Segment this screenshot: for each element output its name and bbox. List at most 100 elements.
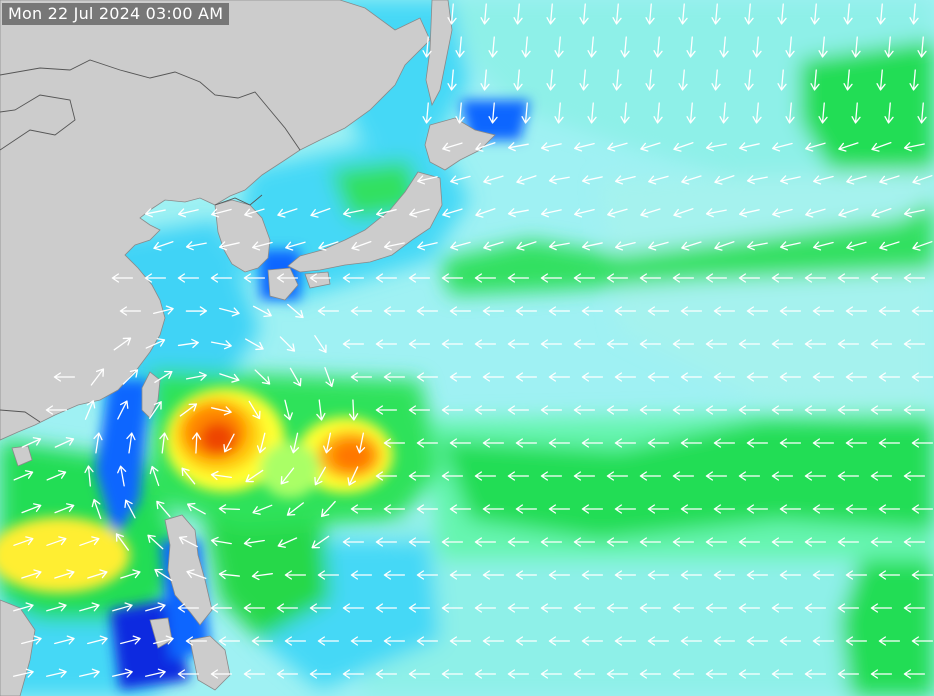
wind-direction-arrow-icon	[117, 465, 127, 487]
wind-direction-arrow-icon	[837, 405, 860, 415]
wind-direction-arrow-icon	[777, 3, 787, 25]
wind-direction-arrow-icon	[744, 3, 754, 25]
wind-direction-arrow-icon	[507, 537, 530, 547]
wind-direction-arrow-icon	[181, 467, 196, 485]
land-kyushu	[267, 267, 299, 301]
wind-direction-arrow-icon	[879, 241, 900, 251]
wind-direction-arrow-icon	[416, 504, 439, 514]
wind-direction-arrow-icon	[573, 669, 596, 679]
wind-direction-arrow-icon	[186, 569, 207, 580]
wind-direction-arrow-icon	[779, 570, 802, 580]
wind-direction-arrow-icon	[837, 471, 860, 481]
wind-direction-arrow-icon	[219, 373, 240, 383]
wind-direction-arrow-icon	[812, 438, 835, 448]
wind-direction-arrow-icon	[277, 208, 298, 218]
wind-direction-arrow-icon	[350, 372, 373, 382]
wind-direction-arrow-icon	[640, 142, 661, 152]
wind-direction-arrow-icon	[878, 636, 901, 646]
wind-direction-arrow-icon	[350, 636, 373, 646]
wind-direction-arrow-icon	[639, 273, 662, 283]
wind-direction-arrow-icon	[903, 339, 926, 349]
wind-direction-arrow-icon	[540, 669, 563, 679]
wind-direction-arrow-icon	[705, 669, 728, 679]
wind-direction-arrow-icon	[573, 339, 596, 349]
wind-direction-arrow-icon	[449, 306, 472, 316]
wind-direction-arrow-icon	[416, 306, 439, 316]
wind-direction-arrow-icon	[488, 36, 498, 58]
wind-direction-arrow-icon	[251, 570, 273, 581]
wind-direction-arrow-icon	[210, 603, 233, 613]
wind-direction-arrow-icon	[408, 471, 431, 481]
wind-direction-arrow-icon	[185, 371, 207, 381]
wind-direction-arrow-icon	[507, 142, 529, 152]
wind-direction-arrow-icon	[713, 636, 736, 646]
wind-direction-arrow-icon	[84, 400, 96, 420]
wind-direction-arrow-icon	[548, 241, 570, 251]
wind-direction-arrow-icon	[818, 102, 828, 124]
wind-direction-arrow-icon	[474, 603, 497, 613]
wind-direction-arrow-icon	[342, 339, 365, 349]
wind-direction-arrow-icon	[870, 405, 893, 415]
wind-direction-arrow-icon	[276, 669, 299, 679]
wind-direction-arrow-icon	[912, 175, 933, 185]
wind-direction-arrow-icon	[680, 306, 703, 316]
wind-direction-arrow-icon	[455, 36, 465, 58]
wind-direction-arrow-icon	[606, 537, 629, 547]
wind-direction-arrow-icon	[884, 102, 894, 124]
wind-direction-arrow-icon	[647, 636, 670, 646]
wind-direction-arrow-icon	[310, 207, 331, 218]
wind-direction-arrow-icon	[614, 372, 637, 382]
wind-direction-arrow-icon	[320, 500, 336, 518]
wind-direction-arrow-icon	[804, 339, 827, 349]
wind-direction-arrow-icon	[185, 306, 208, 316]
wind-direction-arrow-icon	[573, 471, 596, 481]
wind-direction-arrow-icon	[252, 504, 273, 515]
wind-direction-arrow-icon	[680, 504, 703, 514]
wind-direction-arrow-icon	[779, 372, 802, 382]
wind-direction-arrow-icon	[738, 669, 761, 679]
wind-direction-arrow-icon	[515, 504, 538, 514]
wind-direction-arrow-icon	[507, 273, 530, 283]
wind-direction-arrow-icon	[746, 570, 769, 580]
wind-direction-arrow-icon	[837, 603, 860, 613]
wind-direction-arrow-icon	[113, 337, 132, 351]
wind-direction-arrow-icon	[639, 603, 662, 613]
wind-direction-arrow-icon	[54, 503, 75, 514]
wind-direction-arrow-icon	[878, 306, 901, 316]
wind-direction-arrow-icon	[513, 3, 523, 25]
wind-direction-arrow-icon	[771, 339, 794, 349]
wind-direction-arrow-icon	[746, 438, 769, 448]
wind-direction-arrow-icon	[342, 669, 365, 679]
wind-direction-arrow-icon	[838, 208, 859, 218]
wind-direction-arrow-icon	[218, 569, 240, 580]
wind-direction-arrow-icon	[678, 3, 688, 25]
country-borders	[0, 59, 301, 423]
wind-direction-arrow-icon	[342, 208, 364, 218]
wind-direction-arrow-icon	[115, 533, 129, 551]
wind-direction-arrow-icon	[153, 241, 174, 251]
wind-direction-arrow-icon	[672, 603, 695, 613]
wind-direction-arrow-icon	[317, 636, 340, 646]
wind-direction-arrow-icon	[149, 465, 160, 487]
wind-direction-arrow-icon	[573, 603, 596, 613]
wind-direction-arrow-icon	[705, 603, 728, 613]
wind-direction-arrow-icon	[350, 504, 373, 514]
land-sakhalin	[425, 0, 453, 107]
wind-direction-arrow-icon	[21, 503, 42, 514]
wind-direction-arrow-icon	[416, 438, 439, 448]
wind-direction-arrow-icon	[375, 405, 398, 415]
wind-direction-arrow-icon	[375, 273, 398, 283]
wind-direction-arrow-icon	[746, 306, 769, 316]
wind-direction-arrow-icon	[177, 338, 199, 349]
wind-direction-arrow-icon	[672, 273, 695, 283]
field-green-southeast	[840, 560, 934, 696]
wind-direction-arrow-icon	[21, 635, 42, 645]
wind-direction-arrow-icon	[581, 504, 604, 514]
wind-direction-arrow-icon	[474, 669, 497, 679]
wind-direction-arrow-icon	[219, 307, 240, 317]
wind-direction-arrow-icon	[804, 273, 827, 283]
wind-direction-arrow-icon	[672, 405, 695, 415]
wind-direction-arrow-icon	[711, 69, 721, 91]
land-luzon	[164, 514, 213, 626]
